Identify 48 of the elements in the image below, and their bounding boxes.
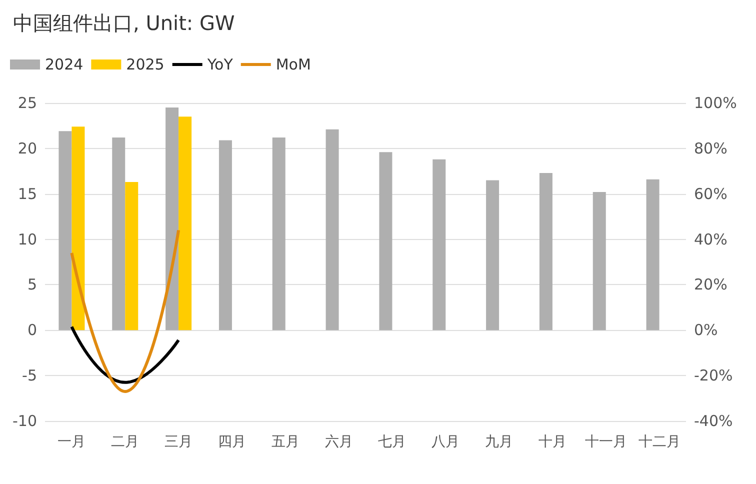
y-tick-label: 25 bbox=[18, 94, 37, 112]
y-tick-label: 15 bbox=[18, 184, 37, 203]
y2-tick-label: 20% bbox=[694, 276, 728, 294]
legend-label: MoM bbox=[276, 56, 311, 74]
y2-tick-label: 0% bbox=[694, 321, 718, 340]
x-tick-label: 七月 bbox=[378, 434, 406, 450]
y-tick-label: -10 bbox=[12, 412, 37, 430]
y2-tick-label: 80% bbox=[694, 139, 728, 158]
bar bbox=[592, 192, 606, 330]
legend-label: YoY bbox=[206, 56, 234, 74]
x-tick-label: 三月 bbox=[164, 434, 193, 450]
x-tick-label: 十一月 bbox=[584, 434, 627, 450]
y-tick-label: 0 bbox=[27, 321, 37, 340]
y2-tick-label: 40% bbox=[694, 230, 728, 248]
bar bbox=[218, 140, 232, 330]
y-tick-label: 5 bbox=[27, 276, 37, 294]
y2-tick-label: -40% bbox=[694, 412, 733, 430]
bar bbox=[272, 138, 286, 330]
legend-label: 2025 bbox=[126, 56, 164, 74]
legend-label: 2024 bbox=[45, 56, 84, 74]
bar bbox=[178, 116, 192, 330]
y-tick-label: 20 bbox=[18, 139, 37, 158]
x-tick-label: 五月 bbox=[271, 434, 300, 450]
bar bbox=[58, 131, 72, 330]
y-tick-label: 10 bbox=[18, 230, 37, 248]
bar bbox=[166, 108, 179, 330]
bar bbox=[379, 152, 392, 330]
y2-tick-label: -20% bbox=[694, 366, 733, 385]
chart-title: 中国组件出口, Unit: GW bbox=[13, 11, 236, 35]
y-tick-label: -5 bbox=[22, 366, 37, 385]
bar bbox=[72, 126, 85, 330]
bar bbox=[112, 138, 126, 330]
x-tick-label: 九月 bbox=[485, 434, 514, 450]
y2-tick-label: 60% bbox=[694, 184, 728, 203]
bar bbox=[432, 159, 446, 330]
x-tick-label: 四月 bbox=[218, 434, 246, 450]
y2-tick-label: 100% bbox=[694, 94, 737, 112]
x-tick-label: 二月 bbox=[111, 434, 140, 450]
x-tick-label: 十月 bbox=[538, 434, 566, 450]
bar bbox=[326, 129, 339, 330]
bar bbox=[125, 182, 138, 330]
bar bbox=[539, 172, 552, 330]
bar bbox=[646, 179, 660, 330]
x-tick-label: 一月 bbox=[58, 434, 86, 450]
x-tick-label: 六月 bbox=[324, 434, 353, 450]
x-tick-label: 十二月 bbox=[638, 434, 680, 450]
bar bbox=[486, 180, 500, 330]
x-tick-label: 八月 bbox=[432, 434, 460, 450]
